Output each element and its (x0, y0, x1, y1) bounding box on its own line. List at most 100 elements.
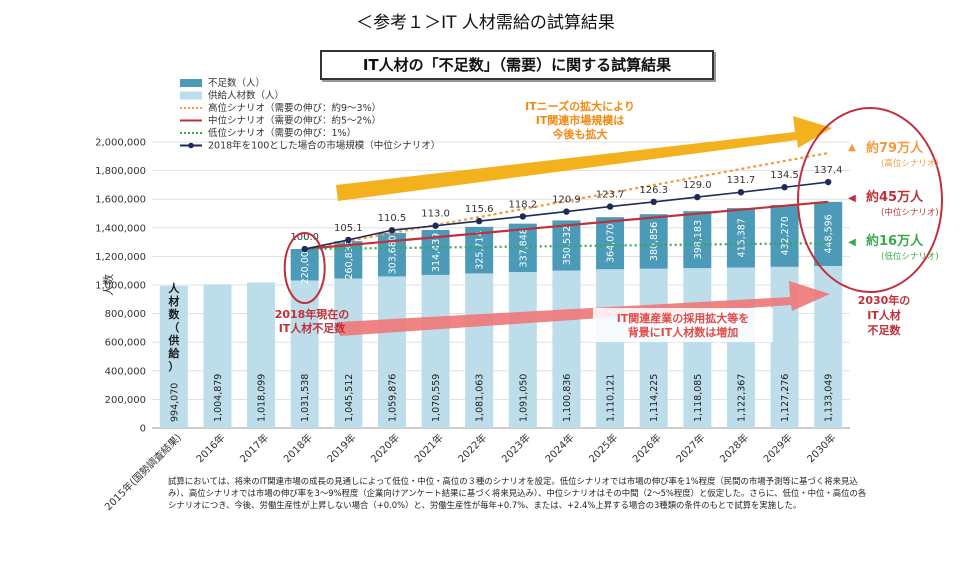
supply-value-label: 1,004,879 (213, 374, 224, 422)
x-tick-label: 2021年 (411, 431, 445, 465)
mid-value-label: 約45万人 (866, 189, 924, 205)
arrow-workforce-text: IT関連産業の採用拡大等を (617, 311, 750, 325)
index-value-label: 134.5 (770, 170, 799, 181)
x-tick-label: 2029年 (760, 431, 794, 465)
supply-bar (290, 280, 319, 428)
index-point (824, 178, 832, 186)
supply-bar (377, 276, 406, 428)
index-value-label: 129.0 (683, 180, 712, 191)
y-tick-label: 1,000,000 (95, 281, 146, 292)
right-callout-text: 不足数 (868, 323, 902, 337)
supply-value-label: 994,070 (169, 383, 180, 422)
supply-value-label: 1,133,049 (824, 374, 835, 422)
arrow-market-text: ITニーズの拡大により (525, 99, 635, 113)
supply-value-label: 1,091,050 (518, 374, 529, 422)
shortage-bar (508, 223, 537, 272)
callout-2030-circle (797, 107, 943, 293)
shortage-bar (683, 211, 712, 269)
low-marker: ◀ (848, 237, 856, 248)
supply-bar (421, 274, 450, 428)
chart-title: IT人材の「不足数」（需要）に関する試算結果 (320, 50, 714, 80)
y-tick-label: 0 (140, 424, 146, 435)
x-tick-label: 2024年 (542, 431, 576, 465)
arrow-market-text: IT関連市場規模は (536, 113, 625, 127)
left-callout-text: IT人材不足数 (279, 321, 347, 335)
index-point (606, 203, 614, 210)
index-point (737, 189, 745, 196)
supply-value-label: 1,070,559 (431, 374, 442, 422)
mid-scenario-line (304, 200, 829, 251)
legend-index-dot (188, 142, 194, 149)
index-value-label: 115.6 (465, 204, 494, 215)
legend-low-label: 低位シナリオ（需要の伸び：1%） (208, 127, 356, 139)
y-tick-label: 2,000,000 (95, 138, 146, 149)
shortage-value-label: 337,848 (518, 228, 529, 267)
right-callout-text: IT人材 (867, 308, 901, 322)
y-tick-label: 800,000 (105, 309, 146, 320)
shortage-value-label: 380,856 (649, 222, 660, 261)
supply-value-label: 1,018,099 (257, 374, 268, 422)
index-value-label: 120.9 (552, 195, 581, 206)
legend-supply-label: 供給人材数（人） (208, 90, 284, 102)
x-tick-label: 2016年 (193, 431, 227, 465)
y-axis-label: 人数 (102, 274, 115, 296)
x-tick-label: 2018年 (281, 431, 315, 465)
supply-bar (159, 285, 188, 428)
index-point (432, 222, 439, 229)
supply-bar (596, 269, 625, 428)
shortage-value-label: 432,270 (780, 216, 791, 255)
shortage-value-label: 314,439 (431, 233, 442, 272)
x-tick-label: 2025年 (586, 431, 620, 465)
index-point (301, 245, 308, 253)
shortage-value-label: 325,714 (475, 230, 486, 269)
supply-vertical-label: 人材数（供給） (167, 281, 180, 373)
x-tick-label: 2026年 (630, 431, 664, 465)
shortage-value-label: 398,183 (693, 220, 704, 259)
y-tick-label: 1,600,000 (95, 195, 146, 206)
shortage-value-label: 415,387 (736, 218, 747, 257)
x-tick-label: 2023年 (499, 431, 533, 465)
mid-note-label: (中位シナリオ) (881, 207, 939, 218)
index-value-label: 105.1 (334, 223, 363, 234)
x-tick-label: 2030年 (804, 431, 838, 465)
arrow-workforce-text: 背景にIT人材数は増加 (628, 325, 739, 339)
shortage-value-label: 303,680 (387, 235, 398, 274)
index-point (475, 217, 483, 225)
y-tick-label: 600,000 (105, 338, 146, 349)
supply-bar (552, 270, 581, 428)
y-tick-label: 200,000 (105, 395, 146, 406)
high-scenario-line (304, 151, 829, 251)
index-value-label: 123.7 (596, 190, 625, 201)
supply-bar (508, 271, 537, 428)
supply-bar (334, 278, 363, 428)
shortage-value-label: 448,596 (824, 214, 835, 253)
left-callout-text: 2018年現在の (275, 307, 350, 321)
shortage-bar (334, 241, 363, 279)
index-value-label: 126.3 (639, 185, 668, 196)
supply-value-label: 1,110,121 (606, 374, 617, 422)
supply-bar (465, 273, 494, 428)
supply-bar (726, 267, 755, 428)
y-tick-label: 1,400,000 (95, 223, 146, 234)
legend-mid-label: 中位シナリオ（需要の伸び：約5～2%） (208, 115, 381, 127)
y-tick-label: 400,000 (105, 366, 146, 377)
supply-value-label: 1,100,836 (562, 374, 573, 422)
supply-bar (683, 268, 712, 428)
high-marker: ▲ (848, 142, 856, 153)
page-title: ＜参考１＞IT 人材需給の試算結果 (356, 13, 615, 33)
low-value-label: 約16万人 (866, 233, 924, 249)
footnote: 試算においては、将来のIT関連市場の成長の見通しによって低位・中位・高位の３種の… (168, 476, 867, 510)
callout-2018-circle (283, 232, 326, 304)
index-value-label: 100.0 (290, 232, 319, 243)
supply-bar (247, 282, 276, 428)
supply-value-label: 1,081,063 (475, 374, 486, 422)
index-value-label: 110.5 (378, 213, 407, 224)
shortage-bar (596, 217, 625, 270)
index-point (694, 193, 701, 201)
index-point (345, 236, 352, 244)
supply-value-label: 1,045,512 (344, 374, 355, 422)
high-value-label: 約79万人 (866, 140, 924, 156)
arrow-it-workforce (338, 281, 830, 336)
x-tick-label: 2028年 (717, 431, 751, 465)
shortage-value-label: 260,835 (344, 240, 355, 279)
